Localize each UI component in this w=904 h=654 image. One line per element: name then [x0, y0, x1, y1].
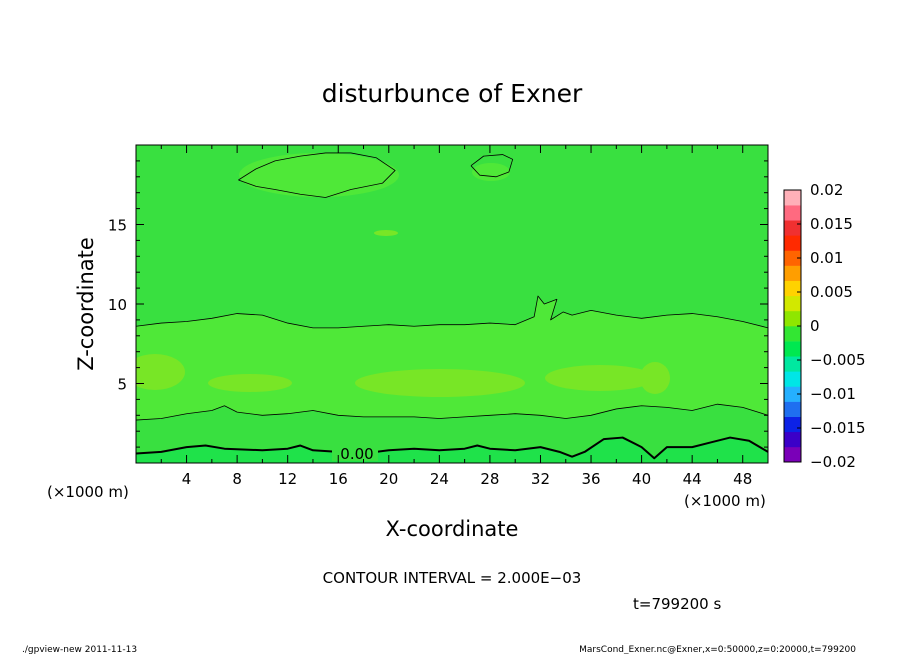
colorbar-swatch: [784, 446, 801, 463]
colorbar-swatch: [784, 401, 801, 417]
y-axis-label: Z-coordinate: [74, 237, 98, 371]
field-patch: [374, 230, 398, 236]
y-tick-label: 15: [108, 217, 127, 235]
time-text: t=799200 s: [633, 595, 721, 613]
footer-left: ./gpview-new 2011-11-13: [22, 645, 137, 654]
x-tick-label: 44: [683, 470, 702, 488]
colorbar-swatch: [784, 341, 801, 357]
field-patch: [355, 369, 525, 397]
colorbar-tick-label: 0.01: [810, 249, 843, 267]
x-tick-label: 48: [733, 470, 752, 488]
colorbar-swatch: [784, 295, 801, 312]
contour-line: [238, 152, 396, 198]
colorbar-swatch: [784, 265, 801, 281]
field-patch: [208, 374, 292, 392]
x-axis: 4 8 12 16 20 24 28 32 36 40 44 48: [160, 145, 752, 488]
colorbar-tick-label: 0.005: [810, 283, 853, 301]
colorbar-tick-label: 0.015: [810, 215, 853, 233]
y-axis: 5 10 15: [108, 160, 768, 448]
colorbar-swatch: [784, 326, 801, 342]
x-tick-label: 4: [182, 470, 192, 488]
x-tick-label: 32: [531, 470, 550, 488]
x-axis-label: X-coordinate: [386, 517, 519, 541]
colorbar-tick-label: 0.02: [810, 181, 843, 199]
colorbar-tick-label: −0.01: [810, 385, 856, 403]
colorbar-swatch: [784, 235, 801, 251]
colorbar-swatch: [784, 220, 801, 236]
chart-title: disturbunce of Exner: [322, 79, 583, 108]
contour-line: [470, 154, 514, 178]
contour-line: [136, 403, 768, 421]
field-patch-top-right: [472, 163, 510, 181]
colorbar-swatch: [784, 280, 801, 297]
footer-right: MarsCond_Exner.nc@Exner,x=0:50000,z=0:20…: [579, 645, 856, 654]
x-tick-label: 24: [430, 470, 449, 488]
x-tick-label: 20: [379, 470, 398, 488]
field-patch: [545, 365, 655, 391]
colorbar-tick-label: −0.005: [810, 351, 866, 369]
colorbar-swatch: [784, 356, 801, 372]
colorbar-tick-label: −0.015: [810, 419, 866, 437]
y-tick-label: 5: [117, 376, 127, 394]
x-tick-label: 12: [278, 470, 297, 488]
x-tick-label: 40: [632, 470, 651, 488]
x-unit-label: (×1000 m): [684, 492, 766, 510]
colorbar-swatch: [784, 416, 801, 433]
colorbar-tick-label: −0.02: [810, 453, 856, 471]
colorbar-swatch: [784, 371, 801, 387]
colorbar-swatch: [784, 190, 801, 206]
field-patch-top-left: [239, 153, 399, 197]
field-patch: [136, 354, 185, 390]
contour-label: 0.00: [340, 445, 373, 463]
y-unit-label: (×1000 m): [47, 483, 129, 501]
colorbar-swatch: [784, 386, 801, 402]
contour-line: [136, 436, 768, 460]
colorbar-tick-label: 0: [810, 317, 820, 335]
colorbar-swatch: [784, 310, 801, 327]
x-tick-label: 16: [329, 470, 348, 488]
colorbar-swatch: [784, 250, 801, 266]
x-tick-label: 8: [232, 470, 242, 488]
field-patch: [640, 362, 670, 394]
colorbar-swatch: [784, 431, 801, 448]
x-tick-label: 36: [581, 470, 600, 488]
contour-lines: [136, 152, 768, 460]
x-tick-label: 28: [480, 470, 499, 488]
contour-label-background: [332, 444, 378, 461]
contour-line: [136, 295, 768, 329]
contour-interval-text: CONTOUR INTERVAL = 2.000E−03: [323, 569, 582, 587]
colorbar: 0.02 0.015 0.01 0.005 0 −0.005 −0.01 −0.015 −0.0…: [783, 181, 866, 471]
y-tick-label: 10: [108, 296, 127, 314]
colorbar-swatch: [784, 205, 801, 221]
